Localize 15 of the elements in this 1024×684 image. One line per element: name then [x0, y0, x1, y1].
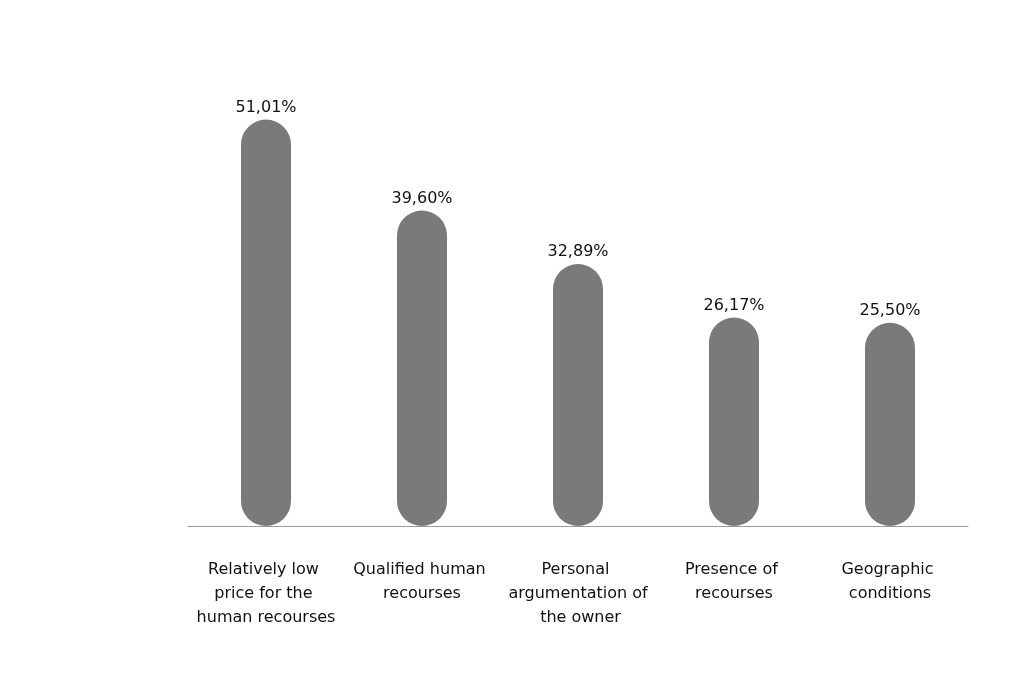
- x-tick-label: Geographic conditions: [841, 558, 939, 602]
- x-tick-label: Qualified human recourses: [353, 558, 491, 602]
- data-label: 25,50%: [859, 300, 921, 320]
- x-tick-label: Personal argumentation of the owner: [508, 558, 648, 626]
- data-label: 51,01%: [235, 97, 297, 117]
- bar: [397, 210, 447, 526]
- x-tick-label: Presence of recourses: [685, 558, 783, 602]
- bar: [865, 322, 915, 526]
- data-label: 32,89%: [547, 241, 609, 261]
- data-label: 26,17%: [703, 295, 765, 315]
- data-label: 39,60%: [391, 188, 453, 208]
- bar: [709, 317, 759, 526]
- bar: [241, 119, 291, 526]
- x-tick-label: Relatively low price for the human recourses: [196, 558, 336, 626]
- bar: [553, 263, 603, 526]
